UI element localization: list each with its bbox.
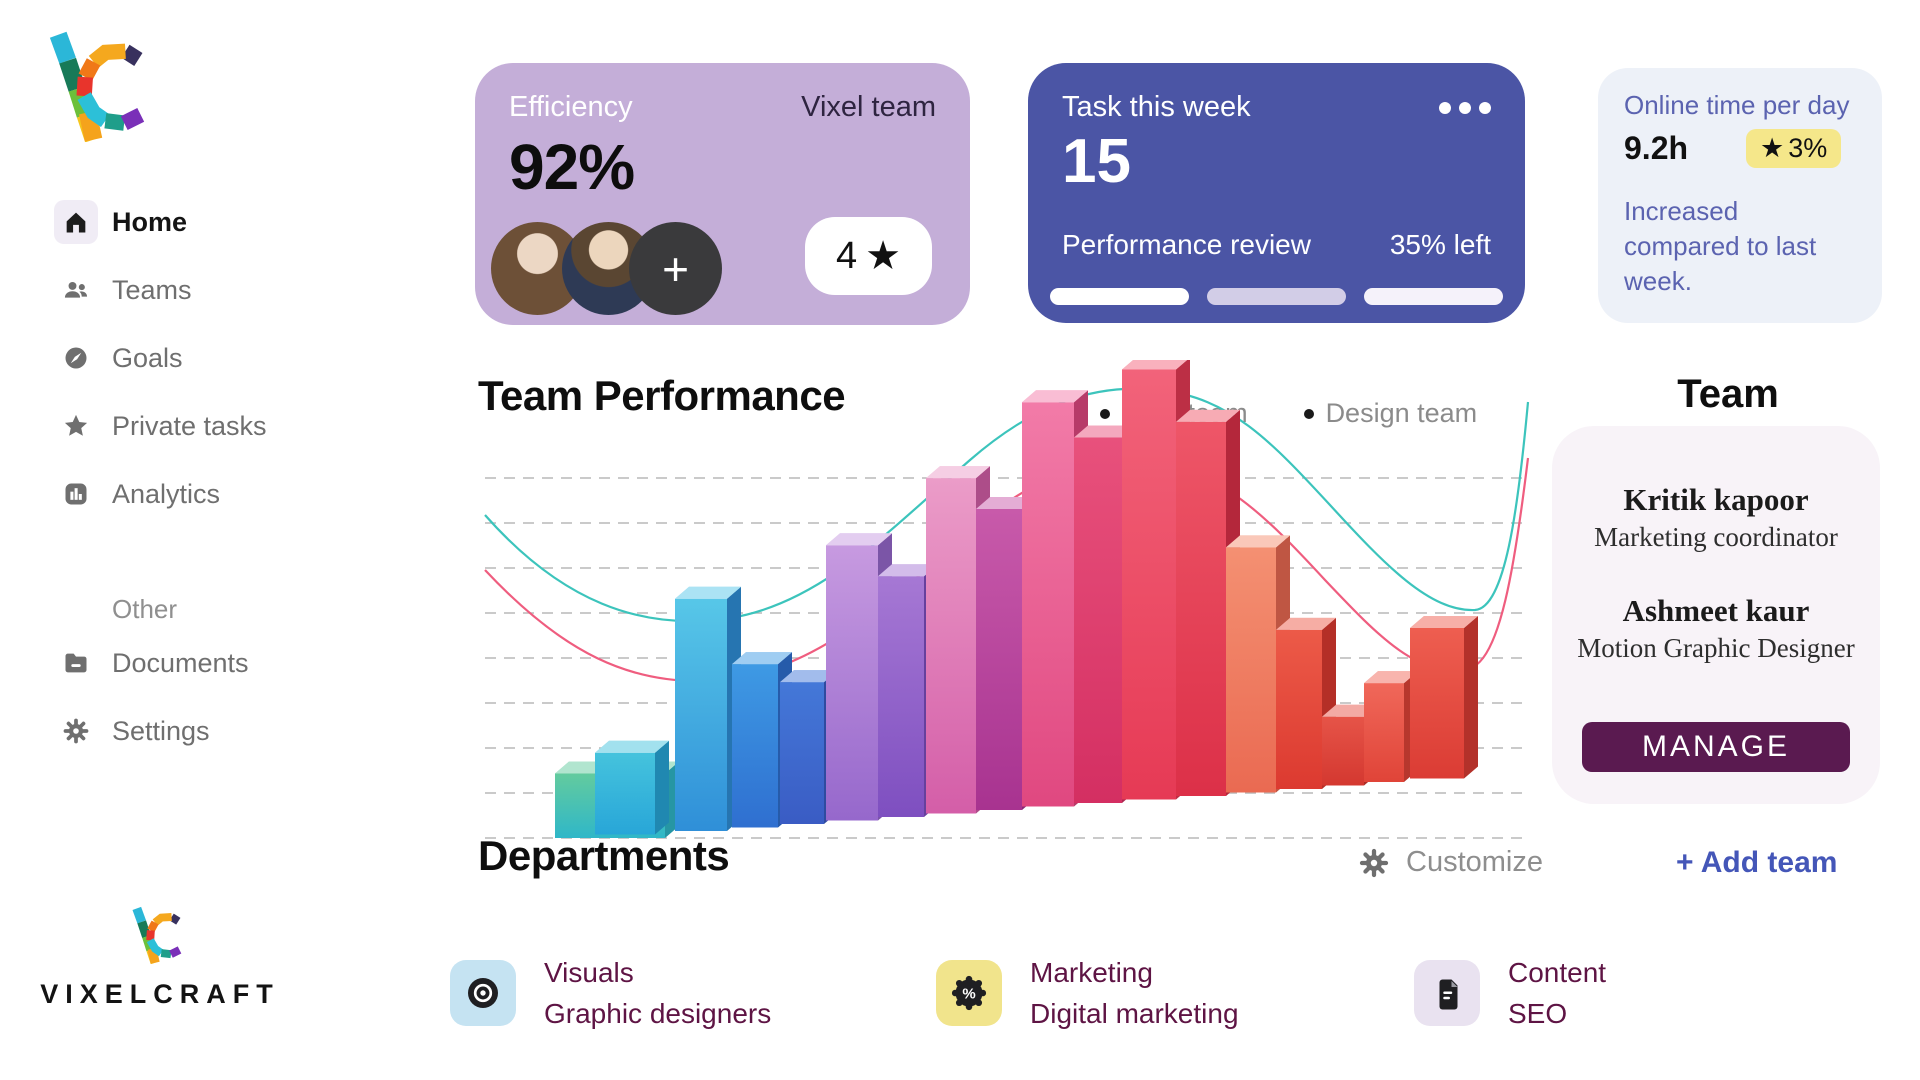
legend-dot (1100, 408, 1110, 419)
department-sub: Graphic designers (544, 998, 772, 1029)
gear-icon (1359, 848, 1389, 877)
sidebar-item-documents[interactable]: Documents (54, 639, 267, 687)
star-icon (54, 404, 98, 448)
folder-icon (54, 641, 98, 685)
efficiency-card: Efficiency Vixel team 92% + 4 ★ (475, 63, 970, 325)
tasks-remaining: 35% left (1389, 229, 1491, 260)
tasks-count: 15 (1062, 127, 1131, 196)
sidebar-item-label: Goals (112, 342, 183, 373)
tasks-title: Task this week (1062, 91, 1251, 123)
sidebar-item-label: Documents (112, 647, 249, 678)
team-performance-chart (484, 360, 1530, 839)
member-name: Kritik kapoor (1623, 482, 1809, 517)
legend-dot (1303, 408, 1314, 419)
department-sub: Digital marketing (1030, 998, 1239, 1029)
team-panel-title: Team (1677, 372, 1779, 416)
online-time-title: Online time per day (1624, 90, 1850, 120)
sidebar-item-label: Private tasks (112, 410, 267, 441)
member-role: Motion Graphic Designer (1577, 633, 1855, 663)
efficiency-title: Efficiency (509, 91, 633, 123)
departments-title: Departments (478, 832, 730, 879)
avatar-group: + (491, 222, 722, 315)
customize-button[interactable]: Customize (1358, 846, 1543, 879)
sidebar: Home Teams Goals Private tasks (0, 0, 320, 1080)
online-time-badge: ★ 3% (1746, 129, 1842, 168)
customize-label: Customize (1406, 846, 1543, 878)
legend-item-design: Design team (1303, 398, 1477, 429)
sidebar-item-label: Analytics (112, 478, 221, 509)
aperture-icon (468, 978, 498, 1008)
analytics-icon (54, 472, 98, 516)
member-name: Ashmeet kaur (1622, 593, 1810, 628)
online-time-value: 9.2h (1624, 130, 1689, 166)
department-item-content[interactable]: Content SEO (1414, 952, 1606, 1034)
progress-segment (1207, 288, 1346, 305)
goals-icon (54, 336, 98, 380)
sidebar-nav: Home Teams Goals Private tasks (54, 198, 267, 775)
sidebar-item-label: Settings (112, 715, 210, 746)
team-card: Kritik kapoor Marketing coordinator Ashm… (1552, 426, 1880, 804)
member-role: Marketing coordinator (1594, 522, 1838, 552)
manage-button[interactable]: MANAGE (1582, 722, 1850, 772)
rating-badge: 4 ★ (805, 217, 932, 295)
department-name: Marketing (1030, 957, 1153, 988)
gear-icon (54, 709, 98, 753)
sidebar-item-home[interactable]: Home (54, 198, 267, 246)
sidebar-item-settings[interactable]: Settings (54, 707, 267, 755)
progress-segment (1050, 288, 1189, 305)
progress-bar (1050, 288, 1503, 305)
rating-value: 4 (836, 234, 858, 277)
vixelcraft-logo (42, 30, 164, 147)
efficiency-value: 92% (509, 131, 635, 203)
department-name: Visuals (544, 957, 634, 988)
svg-text:%: % (962, 985, 975, 1002)
department-item-visuals[interactable]: Visuals Graphic designers (450, 952, 771, 1034)
online-time-card: Online time per day 9.2h ★ 3% Increased … (1598, 68, 1882, 323)
team-member: Ashmeet kaur Motion Graphic Designer (1552, 553, 1880, 664)
sidebar-item-analytics[interactable]: Analytics (54, 470, 267, 518)
sidebar-item-private-tasks[interactable]: Private tasks (54, 402, 267, 450)
online-time-note: Increased compared to last week. (1624, 196, 1817, 296)
department-item-marketing[interactable]: % Marketing Digital marketing (936, 952, 1239, 1034)
vixelcraft-logo-small (132, 906, 182, 965)
brand-footer: VIXELCRAFT (30, 906, 290, 1010)
percent-badge-icon: % (951, 975, 987, 1011)
star-icon: ★ (1760, 133, 1785, 163)
star-icon: ★ (865, 234, 901, 278)
brand-name: VIXELCRAFT (40, 979, 280, 1009)
sidebar-item-goals[interactable]: Goals (54, 334, 267, 382)
home-icon (54, 200, 98, 244)
sidebar-item-label: Home (112, 206, 188, 237)
add-member-button[interactable]: + (629, 222, 722, 315)
progress-segment (1364, 288, 1503, 305)
chart-title: Team Performance (478, 372, 846, 419)
department-sub: SEO (1508, 998, 1568, 1029)
badge-percent: 3% (1788, 133, 1828, 163)
tasks-subtitle: Performance review (1062, 229, 1311, 260)
nav-spacer (54, 538, 267, 594)
document-icon (1439, 979, 1458, 1010)
sidebar-item-label: Teams (112, 274, 192, 305)
efficiency-team-label: Vixel team (801, 91, 936, 123)
sidebar-item-teams[interactable]: Teams (54, 266, 267, 314)
more-options-icon[interactable] (1439, 101, 1491, 114)
add-team-button[interactable]: + Add team (1676, 846, 1838, 879)
team-member: Kritik kapoor Marketing coordinator (1552, 426, 1880, 553)
teams-icon (54, 268, 98, 312)
sidebar-section-other: Other (112, 594, 178, 624)
tasks-card: Task this week 15 Performance review 35%… (1028, 63, 1525, 323)
department-name: Content (1508, 957, 1607, 988)
